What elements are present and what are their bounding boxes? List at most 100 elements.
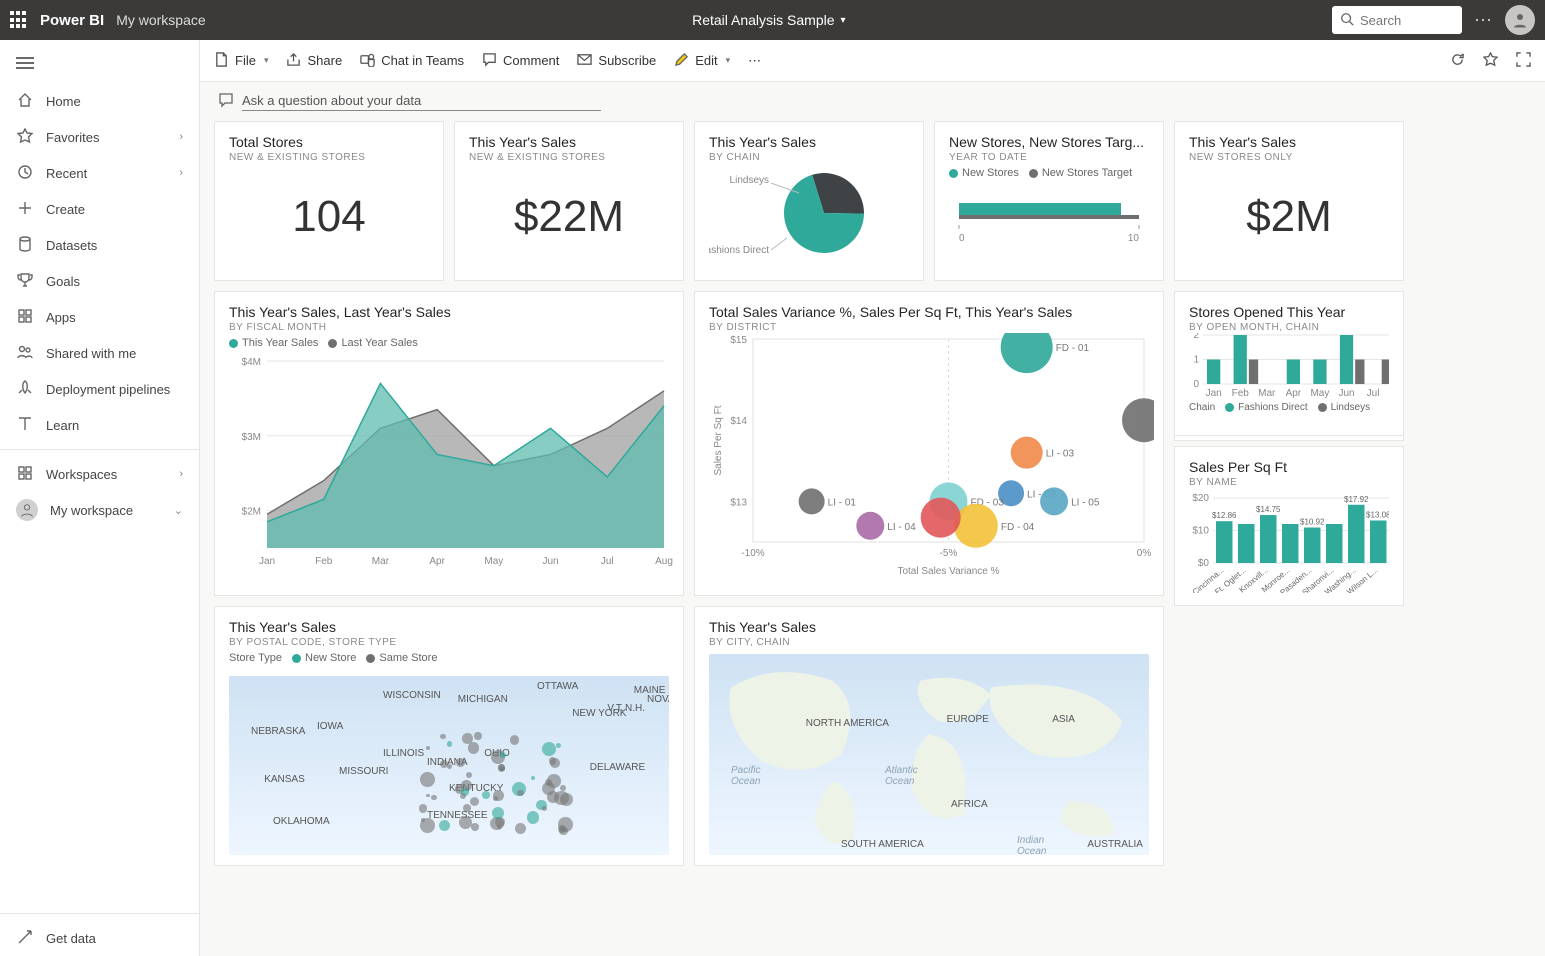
more-icon[interactable]: ⋯: [1474, 10, 1493, 31]
clock-icon: [16, 164, 34, 183]
svg-text:$0: $0: [1198, 558, 1210, 569]
workspaces-icon: [16, 465, 34, 484]
trophy-icon: [16, 272, 34, 291]
sidebar-item-label: Apps: [46, 310, 76, 325]
legend: Chain Fashions Direct Lindseys: [1189, 402, 1389, 413]
qna-bar[interactable]: Ask a question about your data: [200, 82, 1545, 115]
sidebar-item-goals[interactable]: Goals: [0, 263, 199, 299]
search-input[interactable]: [1360, 13, 1440, 28]
workspace-label[interactable]: My workspace: [116, 12, 205, 28]
nav-separator: [0, 913, 199, 914]
sidebar-item-label: Goals: [46, 274, 80, 289]
search-icon: [1340, 12, 1354, 29]
svg-text:0%: 0%: [1137, 548, 1152, 559]
app-launcher-icon[interactable]: [10, 11, 28, 29]
sidebar-item-apps[interactable]: Apps: [0, 299, 199, 335]
tile-total-stores[interactable]: Total Stores New & Existing Stores 104: [214, 121, 444, 281]
avatar[interactable]: [1505, 5, 1535, 35]
tile-sales-map-city[interactable]: This Year's Sales By City, Chain NORTH A…: [694, 606, 1164, 866]
current-workspace-button[interactable]: My workspace ⌄: [0, 492, 199, 528]
map: NORTH AMERICASOUTH AMERICAEUROPEAFRICAAS…: [709, 654, 1149, 855]
sidebar-item-home[interactable]: Home: [0, 83, 199, 119]
rocket-icon: [16, 380, 34, 399]
sidebar-item-recent[interactable]: Recent›: [0, 155, 199, 191]
edit-menu[interactable]: Edit: [674, 52, 730, 70]
sidebar-item-create[interactable]: Create: [0, 191, 199, 227]
refresh-button[interactable]: [1450, 52, 1465, 70]
star-icon: [1483, 52, 1498, 70]
tile-ty-sales-new[interactable]: This Year's Sales New Stores Only $2M: [1174, 121, 1404, 281]
workspaces-button[interactable]: Workspaces ›: [0, 456, 199, 492]
tile-ty-sales-chain[interactable]: This Year's Sales By Chain LindseysFashi…: [694, 121, 924, 281]
sidebar-item-favorites[interactable]: Favorites›: [0, 119, 199, 155]
tile-ty-sales-total[interactable]: This Year's Sales New & Existing Stores …: [454, 121, 684, 281]
comment-button[interactable]: Comment: [482, 52, 559, 70]
sidebar-item-shared-with-me[interactable]: Shared with me: [0, 335, 199, 371]
report-title-dropdown[interactable]: Retail Analysis Sample ▾: [218, 12, 1320, 28]
svg-text:May: May: [1310, 388, 1329, 398]
get-data-button[interactable]: Get data: [0, 920, 199, 956]
dashboard-canvas: Total Stores New & Existing Stores 104 T…: [200, 115, 1545, 880]
svg-text:$20: $20: [1192, 493, 1209, 504]
subscribe-button[interactable]: Subscribe: [577, 52, 656, 70]
current-workspace-label: My workspace: [50, 503, 133, 518]
tile-title: Total Sales Variance %, Sales Per Sq Ft,…: [709, 304, 1149, 320]
chevron-down-icon: ▾: [841, 15, 846, 26]
star-icon: [16, 128, 34, 147]
sidebar-item-learn[interactable]: Learn: [0, 407, 199, 443]
svg-text:2: 2: [1193, 333, 1199, 341]
tile-title: Stores Opened This Year: [1189, 304, 1389, 320]
map: NEBRASKAIOWAKANSASMISSOURIOKLAHOMAILLINO…: [229, 676, 669, 855]
share-icon: [286, 52, 301, 70]
toolbar-more[interactable]: ⋯: [748, 53, 761, 69]
tile-title: New Stores, New Stores Targ...: [949, 134, 1149, 150]
kpi-value: $2M: [1189, 163, 1389, 270]
workspace-avatar-icon: [16, 499, 38, 521]
tile-sales-map-postal[interactable]: This Year's Sales By Postal Code, Store …: [214, 606, 684, 866]
svg-text:Sales Per Sq Ft: Sales Per Sq Ft: [713, 405, 724, 475]
legend: This Year Sales Last Year Sales: [229, 337, 669, 349]
svg-text:Jul: Jul: [601, 556, 614, 567]
chevron-right-icon: ›: [179, 131, 183, 143]
tile-sales-trend[interactable]: This Year's Sales, Last Year's Sales By …: [214, 291, 684, 596]
tile-title: This Year's Sales: [709, 619, 1149, 635]
tile-sales-sqft[interactable]: Sales Per Sq Ft By Name $0$10$20$12.86Ci…: [1174, 446, 1404, 606]
svg-text:Lindseys: Lindseys: [730, 175, 769, 186]
topbar: Power BI My workspace Retail Analysis Sa…: [0, 0, 1545, 40]
svg-text:10: 10: [1128, 233, 1140, 244]
workspaces-label: Workspaces: [46, 467, 117, 482]
bar-chart: $0$10$20$12.86Cincinna...Ft. Oglet...$14…: [1189, 488, 1389, 593]
fullscreen-button[interactable]: [1516, 52, 1531, 70]
sidebar-item-datasets[interactable]: Datasets: [0, 227, 199, 263]
svg-text:May: May: [484, 556, 503, 567]
svg-text:-10%: -10%: [741, 548, 764, 559]
tile-subtitle: By District: [709, 322, 1149, 333]
kpi-value: $22M: [469, 163, 669, 270]
tile-subtitle: New & Existing Stores: [469, 152, 669, 163]
tile-subtitle: By Chain: [709, 152, 909, 163]
search-box[interactable]: [1332, 6, 1462, 34]
svg-text:Aug: Aug: [655, 556, 673, 567]
chat-teams-button[interactable]: Chat in Teams: [360, 52, 464, 70]
kpi-value: 104: [229, 163, 429, 270]
favorite-button[interactable]: [1483, 52, 1498, 70]
sidebar-item-label: Datasets: [46, 238, 97, 253]
sidebar-item-label: Shared with me: [46, 346, 136, 361]
sidebar-item-deployment-pipelines[interactable]: Deployment pipelines: [0, 371, 199, 407]
chevron-down-icon: ⌄: [174, 504, 183, 517]
collapse-nav-button[interactable]: [0, 50, 199, 83]
mail-icon: [577, 52, 592, 70]
svg-text:Mar: Mar: [372, 556, 390, 567]
report-toolbar: File Share Chat in Teams Comment Subscri…: [200, 40, 1545, 82]
svg-text:$10.92: $10.92: [1300, 518, 1325, 527]
tile-stores-opened[interactable]: Stores Opened This Year By Open Month, C…: [1174, 291, 1404, 436]
svg-text:$17.92: $17.92: [1344, 495, 1369, 504]
tile-variance-scatter[interactable]: Total Sales Variance %, Sales Per Sq Ft,…: [694, 291, 1164, 596]
chevron-right-icon: ›: [179, 468, 183, 480]
file-menu[interactable]: File: [214, 52, 268, 70]
tile-new-stores-target[interactable]: New Stores, New Stores Targ... Year to D…: [934, 121, 1164, 281]
sidebar-item-label: Learn: [46, 418, 79, 433]
share-button[interactable]: Share: [286, 52, 342, 70]
teams-icon: [360, 52, 375, 70]
svg-text:$3M: $3M: [242, 432, 261, 443]
